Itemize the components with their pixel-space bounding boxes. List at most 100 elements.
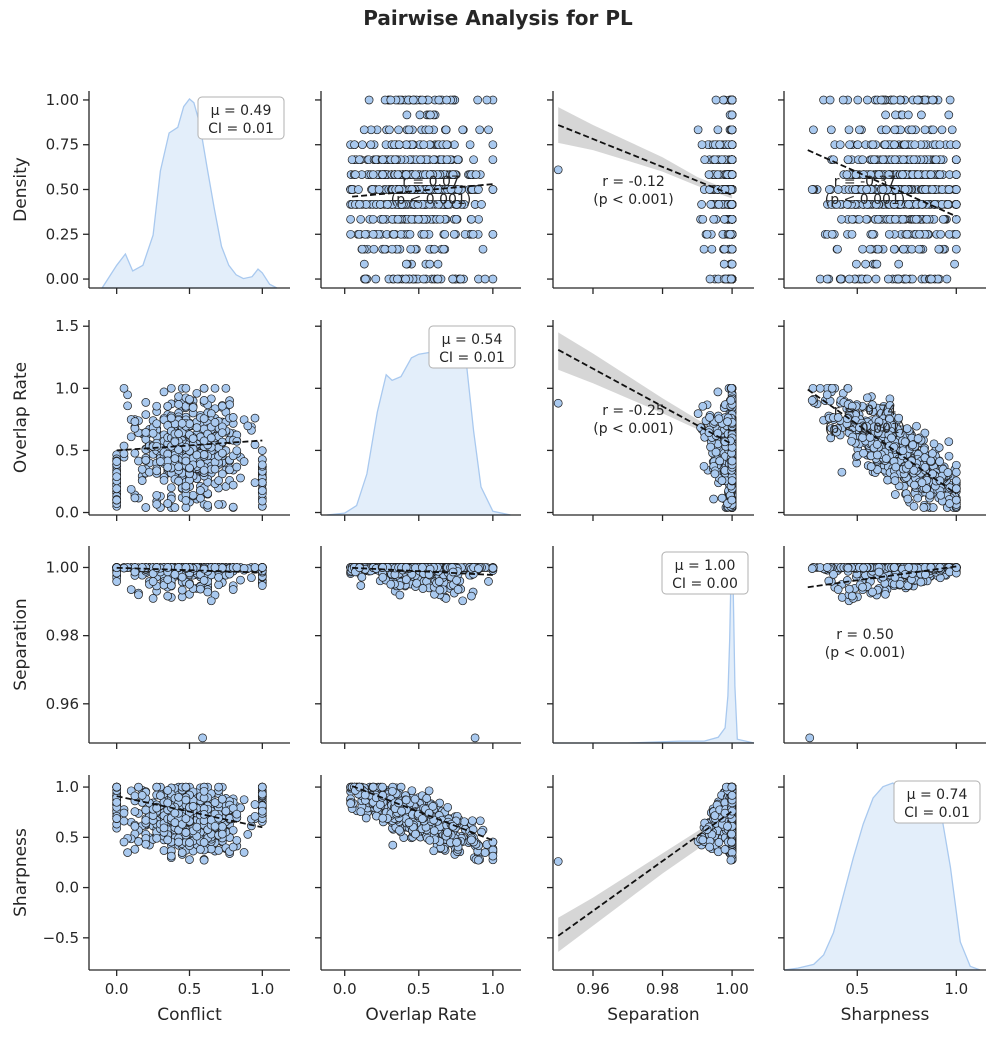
scatter-point [938, 126, 946, 134]
scatter-point [869, 141, 877, 149]
scatter-point [929, 470, 937, 478]
scatter-point [928, 450, 936, 458]
scatter-point [457, 275, 465, 283]
corr-label: r = -0.25 [602, 403, 665, 419]
scatter-point [142, 411, 150, 419]
scatter-point [728, 200, 736, 208]
scatter-point [848, 215, 856, 223]
scatter-point [211, 465, 219, 473]
scatter-point [405, 126, 413, 134]
scatter-point [434, 260, 442, 268]
scatter-point [171, 438, 179, 446]
scatter-point [708, 245, 716, 253]
scatter-point [406, 230, 414, 238]
scatter-point [727, 275, 735, 283]
scatter-point [728, 245, 736, 253]
scatter-point [127, 586, 135, 594]
scatter-point [728, 111, 736, 119]
scatter-point [142, 428, 150, 436]
scatter-point [472, 171, 480, 179]
scatter-point [395, 141, 403, 149]
scatter-point [153, 467, 161, 475]
scatter-point [113, 485, 121, 493]
scatter-point [728, 384, 736, 392]
scatter-point [420, 141, 428, 149]
scatter-point [873, 260, 881, 268]
scatter-point [436, 215, 444, 223]
scatter-point [890, 141, 898, 149]
scatter-point [891, 477, 899, 485]
scatter-point [358, 245, 366, 253]
scatter-point [233, 447, 241, 455]
scatter-point [719, 96, 727, 104]
scatter-point [441, 230, 449, 238]
scatter-point [218, 402, 226, 410]
scatter-point [728, 171, 736, 179]
y-tick-label: 1.00 [46, 558, 79, 576]
scatter-point [826, 96, 834, 104]
scatter-point [189, 435, 197, 443]
scatter-point [728, 457, 736, 465]
scatter-point [434, 275, 442, 283]
scatter-point [899, 215, 907, 223]
scatter-point [360, 260, 368, 268]
scatter-point [149, 429, 157, 437]
scatter-point [475, 215, 483, 223]
scatter-point [877, 96, 885, 104]
scatter-point [204, 501, 212, 509]
scatter-point [952, 496, 960, 504]
scatter-point [914, 435, 922, 443]
scatter-point [113, 473, 121, 481]
scatter-point [358, 573, 366, 581]
scatter-point [952, 171, 960, 179]
scatter-point [394, 171, 402, 179]
scatter-point [153, 420, 161, 428]
scatter-point [215, 573, 223, 581]
scatter-point [182, 482, 190, 490]
scatter-point [903, 230, 911, 238]
scatter-point [808, 186, 816, 194]
scatter-point [233, 564, 241, 572]
y-tick-label: 0.98 [46, 627, 79, 645]
scatter-point [698, 141, 706, 149]
scatter-point [218, 438, 226, 446]
scatter-point [952, 141, 960, 149]
scatter-point [215, 477, 223, 485]
scatter-point [914, 171, 922, 179]
scatter-point [915, 245, 923, 253]
scatter-point [890, 96, 898, 104]
scatter-point [138, 465, 146, 473]
scatter-point [489, 275, 497, 283]
scatter-point [808, 396, 816, 404]
scatter-point [932, 156, 940, 164]
y-tick-label: 0.00 [46, 270, 79, 288]
scatter-point [430, 156, 438, 164]
scatter-point [479, 245, 487, 253]
scatter-point [348, 156, 356, 164]
scatter-point [387, 96, 395, 104]
scatter-point [142, 456, 150, 464]
scatter-point [388, 245, 396, 253]
scatter-point [711, 470, 719, 478]
outlier-point [554, 399, 562, 407]
scatter-point [251, 479, 259, 487]
scatter-point [936, 458, 944, 466]
scatter-point [882, 126, 890, 134]
scatter-point [351, 141, 359, 149]
scatter-point [946, 96, 954, 104]
scatter-point [258, 479, 266, 487]
scatter-point [178, 586, 186, 594]
scatter-point [229, 413, 237, 421]
scatter-point [440, 245, 448, 253]
scatter-point [489, 186, 497, 194]
scatter-point [379, 215, 387, 223]
scatter-point [852, 260, 860, 268]
scatter-point [914, 494, 922, 502]
scatter-point [175, 430, 183, 438]
scatter-point [474, 186, 482, 194]
scatter-point [113, 496, 121, 504]
scatter-point [211, 384, 219, 392]
scatter-point [153, 402, 161, 410]
